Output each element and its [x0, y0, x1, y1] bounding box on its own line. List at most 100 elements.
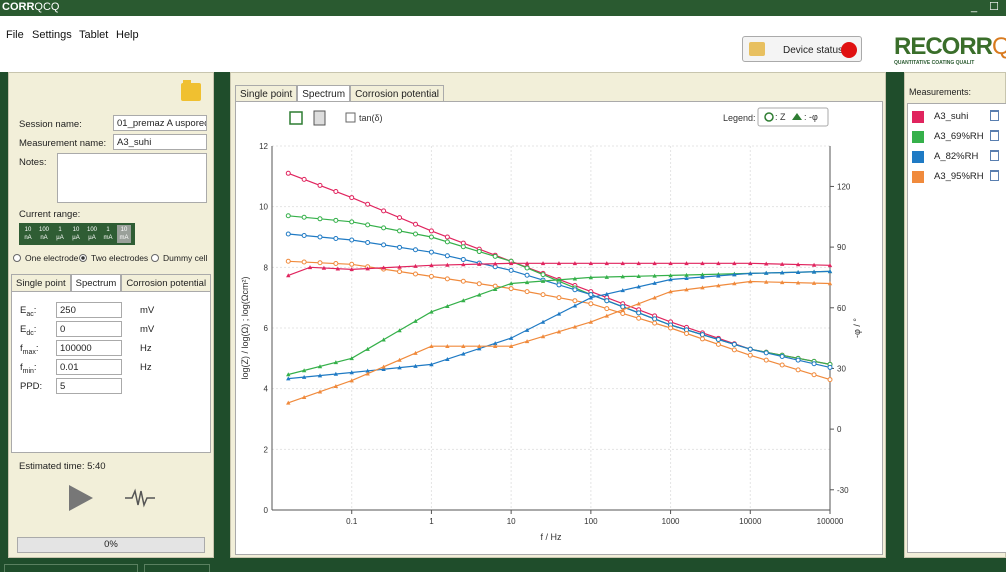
chart-tab[interactable]: Spectrum — [297, 85, 351, 103]
z-point — [476, 249, 482, 255]
waveform-icon[interactable] — [123, 487, 157, 509]
z-point — [349, 219, 355, 225]
phi-point — [349, 267, 354, 272]
param-label: fmax: — [20, 343, 39, 356]
measurement-name: A_82%RH — [934, 151, 979, 162]
chart-tab[interactable]: Corrosion potential — [350, 85, 444, 103]
z-point — [317, 182, 323, 188]
notes-textarea[interactable] — [57, 153, 207, 203]
export-icon[interactable] — [313, 110, 326, 126]
y-tick-label: 8 — [264, 263, 269, 272]
phi-point — [365, 266, 370, 271]
y-tick-label: 6 — [264, 324, 269, 333]
series-line — [288, 215, 831, 365]
phi-point — [700, 272, 705, 277]
trash-icon[interactable] — [990, 130, 999, 141]
phi-point — [540, 261, 546, 266]
range-option[interactable]: 1 µA — [53, 225, 67, 243]
phi-point — [732, 261, 737, 266]
measurement-name-input[interactable]: A3_suhi — [113, 134, 207, 150]
measurement-item[interactable]: A3_69%RH — [912, 130, 1006, 144]
device-status-button[interactable]: Device status: — [742, 36, 862, 62]
range-unit: µA — [88, 235, 96, 241]
z-point — [811, 361, 817, 367]
param-input[interactable]: 5 — [56, 378, 122, 394]
phi-point — [700, 261, 705, 266]
phi-point — [333, 383, 339, 388]
phi-point — [556, 311, 562, 316]
status-segment — [144, 564, 210, 572]
radio-button[interactable] — [151, 254, 159, 262]
range-option[interactable]: 10 µA — [69, 225, 83, 243]
phi-point — [413, 350, 418, 355]
phi-point — [748, 261, 753, 266]
subtab[interactable]: Corrosion potential — [121, 274, 212, 292]
range-option[interactable]: 100 nA — [37, 225, 51, 243]
open-folder-icon[interactable] — [181, 80, 201, 101]
param-input[interactable]: 0 — [56, 321, 122, 337]
phi-point — [588, 275, 594, 280]
measurement-item[interactable]: A3_suhi — [912, 110, 1006, 124]
subtab[interactable]: Spectrum — [70, 274, 122, 292]
progress-bar: 0% — [17, 537, 205, 553]
trash-icon[interactable] — [990, 170, 999, 181]
measurement-item[interactable]: A3_95%RH — [912, 170, 1006, 184]
phi-point — [508, 335, 514, 340]
maximize-button[interactable]: ☐ — [989, 1, 999, 13]
color-swatch[interactable] — [912, 171, 924, 183]
param-unit: mV — [140, 305, 155, 316]
param-unit: mV — [140, 324, 155, 335]
electrode-option[interactable]: Two electrodes — [79, 253, 150, 263]
trash-icon[interactable] — [990, 150, 999, 161]
z-point — [779, 362, 785, 368]
range-option[interactable]: 1 mA — [101, 225, 115, 243]
phi-point — [779, 270, 785, 275]
z-point — [444, 253, 450, 259]
legend-toggle[interactable] — [757, 107, 829, 127]
status-segment — [4, 564, 138, 572]
tan-checkbox[interactable] — [345, 112, 356, 123]
menu-tablet[interactable]: Tablet — [79, 29, 109, 41]
radio-button[interactable] — [79, 254, 87, 262]
chart-tab[interactable]: Single point — [235, 85, 298, 103]
param-input[interactable]: 250 — [56, 302, 122, 318]
param-input[interactable]: 0.01 — [56, 359, 122, 375]
color-swatch[interactable] — [912, 131, 924, 143]
z-point — [317, 260, 323, 266]
range-option[interactable]: 10 nA — [21, 225, 35, 243]
phi-point — [588, 319, 594, 324]
param-symbol: f — [20, 343, 23, 354]
phi-point — [652, 273, 657, 278]
menu-help[interactable]: Help — [116, 29, 139, 41]
z-point — [412, 231, 418, 237]
minimize-button[interactable]: _ — [970, 1, 978, 13]
range-option[interactable]: 100 µA — [85, 225, 99, 243]
param-input[interactable]: 100000 — [56, 340, 122, 356]
y-tick-label: 12 — [259, 142, 268, 151]
param-label: fmin: — [20, 362, 37, 375]
phi-point — [429, 344, 434, 348]
zoom-fit-icon[interactable] — [289, 111, 303, 125]
phi-marker-icon — [792, 113, 802, 120]
x-tick-label: 10 — [507, 517, 516, 526]
session-name-input[interactable]: 01_premaz A usporec — [113, 115, 207, 131]
electrode-option[interactable]: Dummy cell — [151, 253, 209, 263]
radio-button[interactable] — [13, 254, 21, 262]
range-option[interactable]: 10 mA — [117, 225, 131, 243]
play-icon[interactable] — [69, 485, 93, 511]
trash-icon[interactable] — [990, 110, 999, 121]
menu-file[interactable]: File — [6, 29, 24, 41]
param-label: PPD: — [20, 381, 42, 392]
electrode-option[interactable]: One electrode — [13, 253, 80, 263]
color-swatch[interactable] — [912, 151, 924, 163]
current-range-selector[interactable]: 10 nA 100 nA 1 µA 10 µA 100 µA 1 mA 10 mA — [19, 223, 135, 245]
measurement-item[interactable]: A_82%RH — [912, 150, 1006, 164]
phi-point — [827, 269, 833, 274]
phi-point — [604, 261, 609, 266]
menu-settings[interactable]: Settings — [32, 29, 72, 41]
z-point — [301, 214, 307, 220]
chart-panel: Single point Spectrum Corrosion potential … — [230, 72, 886, 558]
z-point — [285, 170, 291, 176]
color-swatch[interactable] — [912, 111, 924, 123]
subtab[interactable]: Single point — [11, 274, 71, 292]
